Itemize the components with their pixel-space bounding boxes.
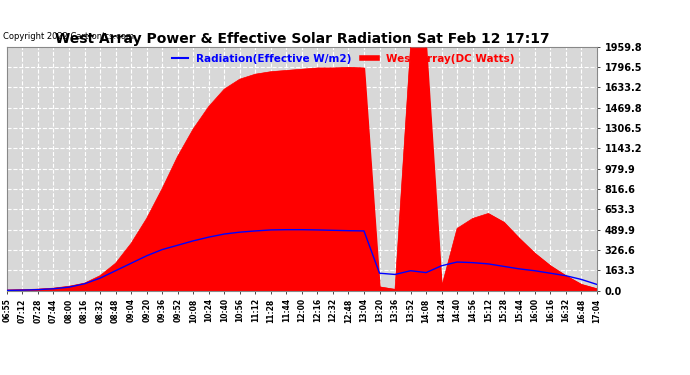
Legend: Radiation(Effective W/m2), West Array(DC Watts): Radiation(Effective W/m2), West Array(DC…	[168, 50, 518, 68]
Text: Copyright 2022 Cartronics.com: Copyright 2022 Cartronics.com	[3, 32, 135, 41]
Title: West Array Power & Effective Solar Radiation Sat Feb 12 17:17: West Array Power & Effective Solar Radia…	[55, 32, 549, 46]
